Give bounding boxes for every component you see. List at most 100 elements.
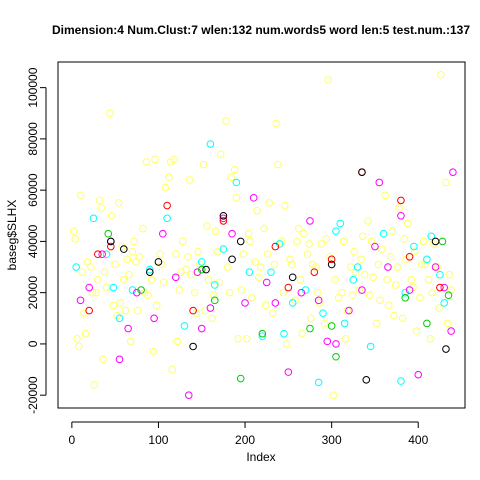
point xyxy=(71,235,80,243)
point xyxy=(121,306,130,315)
point xyxy=(232,194,241,202)
point xyxy=(426,335,435,343)
point xyxy=(109,283,118,292)
point xyxy=(405,252,414,261)
point xyxy=(348,291,357,300)
point xyxy=(191,288,199,297)
point xyxy=(193,268,202,276)
point xyxy=(314,296,323,305)
point xyxy=(206,140,215,148)
point xyxy=(223,263,232,271)
point xyxy=(144,291,152,300)
point xyxy=(431,237,440,246)
point xyxy=(149,347,158,356)
point xyxy=(260,224,268,233)
point xyxy=(381,191,390,200)
point xyxy=(447,327,455,335)
y-tick-label: 20000 xyxy=(26,276,40,310)
point xyxy=(375,178,384,187)
point xyxy=(222,117,230,125)
point xyxy=(372,319,381,328)
point xyxy=(232,178,241,187)
y-tick-label: 80000 xyxy=(26,122,40,156)
point xyxy=(197,324,206,333)
point xyxy=(219,211,228,220)
point xyxy=(397,196,405,205)
point xyxy=(204,276,213,284)
point xyxy=(210,296,219,305)
point xyxy=(401,288,410,297)
point xyxy=(442,178,450,187)
point xyxy=(397,377,405,385)
point xyxy=(100,268,109,276)
point xyxy=(128,286,137,294)
point xyxy=(405,286,414,294)
point xyxy=(327,255,336,264)
point xyxy=(376,296,384,305)
point xyxy=(332,340,340,348)
point xyxy=(443,319,452,328)
point xyxy=(210,291,218,300)
point xyxy=(107,237,115,246)
point xyxy=(336,219,345,228)
point xyxy=(72,263,80,271)
point xyxy=(442,345,450,353)
point xyxy=(284,283,293,292)
point xyxy=(225,288,234,297)
point xyxy=(384,263,392,271)
point xyxy=(133,306,142,315)
point xyxy=(424,276,433,284)
point xyxy=(126,337,135,346)
point xyxy=(111,260,119,269)
point xyxy=(161,183,170,192)
point xyxy=(139,224,147,233)
point xyxy=(85,283,93,292)
point xyxy=(274,160,282,169)
point xyxy=(197,265,206,274)
point xyxy=(366,342,375,351)
point xyxy=(440,299,449,307)
point xyxy=(78,268,87,276)
point xyxy=(378,245,386,253)
point xyxy=(416,293,424,302)
point xyxy=(81,329,90,338)
point xyxy=(265,199,274,207)
point xyxy=(365,291,374,300)
point xyxy=(332,352,340,361)
point xyxy=(106,109,114,118)
point xyxy=(210,281,219,289)
point xyxy=(171,250,180,259)
point xyxy=(359,232,367,241)
point xyxy=(288,299,297,307)
point xyxy=(270,260,279,269)
point xyxy=(258,329,267,338)
point xyxy=(145,268,154,276)
point xyxy=(310,268,319,276)
point xyxy=(182,265,190,274)
point xyxy=(293,237,301,246)
point xyxy=(90,381,99,389)
point xyxy=(390,311,398,320)
point xyxy=(334,293,343,302)
point xyxy=(357,255,365,264)
point xyxy=(338,288,346,297)
point xyxy=(419,237,428,246)
point xyxy=(114,199,123,207)
point xyxy=(410,247,419,256)
point xyxy=(115,314,124,323)
x-tick-label: 200 xyxy=(235,433,255,447)
point xyxy=(317,240,326,248)
point xyxy=(239,250,248,259)
point xyxy=(116,299,125,307)
point xyxy=(215,278,223,287)
point xyxy=(245,268,254,276)
point xyxy=(253,206,261,215)
point xyxy=(272,119,281,128)
point xyxy=(436,71,445,79)
point xyxy=(358,286,366,294)
x-tick-label: 0 xyxy=(69,433,76,447)
point xyxy=(74,342,83,351)
point xyxy=(132,258,140,266)
point xyxy=(327,322,336,330)
